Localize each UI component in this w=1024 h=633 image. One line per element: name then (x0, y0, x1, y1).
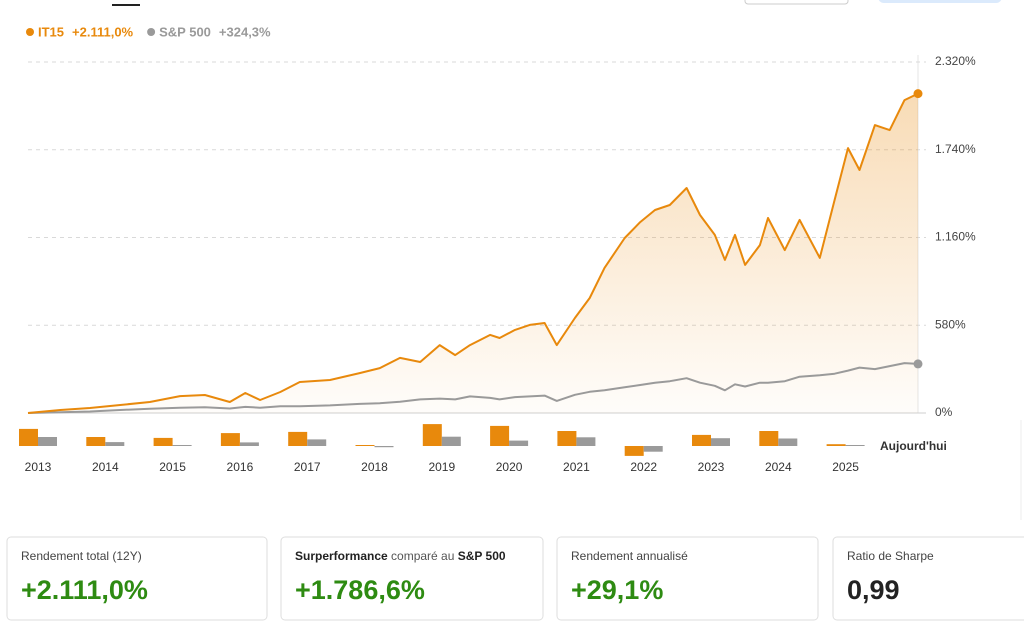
card-label: Rendement annualisé (571, 549, 688, 563)
x-tick-label: 2023 (698, 460, 725, 474)
x-tick-label: 2021 (563, 460, 590, 474)
bar (826, 444, 846, 446)
metric-cards: Rendement total (12Y) +2.111,0% Surperform… (6, 536, 1024, 621)
bar (86, 437, 106, 446)
bar (778, 438, 798, 446)
legend-value: +2.111,0% (72, 24, 134, 39)
card-label-part: comparé au (388, 549, 458, 563)
bar (38, 437, 57, 446)
bar (557, 431, 577, 446)
y-tick-label: 1.160% (935, 230, 976, 244)
bar (509, 440, 529, 446)
x-tick-label: 2022 (630, 460, 657, 474)
x-tick-label: 2018 (361, 460, 388, 474)
card-label: Surperformance comparé au S&P 500 (295, 549, 506, 563)
x-tick-label: 2016 (227, 460, 254, 474)
bar (759, 431, 779, 446)
x-tick-label: 2019 (428, 460, 455, 474)
x-tick-label: 2017 (294, 460, 321, 474)
y-tick-label: 0% (935, 405, 953, 419)
card-value: +1.786,6% (295, 575, 425, 605)
card-label: Rendement total (12Y) (21, 549, 142, 563)
x-tick-label: 2013 (25, 460, 52, 474)
y-tick-label: 580% (935, 317, 966, 331)
card-value: 0,99 (847, 575, 900, 605)
bar (422, 424, 442, 446)
top-button[interactable] (744, 0, 849, 5)
card-label-part: S&P 500 (458, 549, 506, 563)
bar (643, 446, 663, 452)
line (27, 362, 919, 414)
x-tick-label: 2014 (92, 460, 119, 474)
bar (845, 445, 865, 446)
bar (490, 425, 510, 446)
top-button[interactable] (878, 0, 1002, 3)
bar (441, 436, 461, 446)
card (6, 536, 268, 621)
x-tick-label: 2024 (765, 460, 792, 474)
end-point (913, 359, 923, 369)
y-tick-label: 1.740% (935, 142, 976, 156)
legend-value: +324,3% (219, 24, 271, 39)
legend-label: S&P 500 (159, 24, 211, 39)
y-tick-label: 2.320% (935, 54, 976, 68)
bar (576, 437, 596, 446)
bar (105, 442, 125, 446)
x-tick-label: 2015 (159, 460, 186, 474)
card-value: +29,1% (571, 575, 663, 605)
bar (172, 445, 192, 446)
legend-marker (26, 28, 34, 36)
bar (374, 446, 394, 448)
card-label: Ratio de Sharpe (847, 549, 934, 563)
card (556, 536, 819, 621)
bar (19, 428, 38, 446)
plot: 0% 580% 1.160% 1.740% 2.320% (27, 54, 976, 419)
bar (288, 431, 308, 446)
annual-bars: 2013 2014 2015 2016 2017 2018 2019 2020 2021 2022… (19, 424, 947, 474)
bar (692, 434, 711, 446)
bar (220, 433, 240, 446)
bar (153, 437, 173, 446)
card-value: +2.111,0% (21, 575, 148, 605)
end-point (913, 89, 923, 99)
annotation: Aujourd'hui (880, 439, 947, 453)
bar (624, 446, 644, 456)
area-fill (28, 93, 918, 413)
card (280, 536, 544, 621)
card-label-part: Surperformance (295, 549, 388, 563)
card (832, 536, 1024, 621)
legend-label: IT15 (38, 24, 64, 39)
bar (711, 438, 730, 446)
legend-marker (147, 28, 156, 36)
bar (307, 439, 327, 446)
x-tick-label: 2025 (832, 460, 859, 474)
line (27, 92, 919, 414)
x-tick-label: 2020 (496, 460, 523, 474)
legend: IT15 +2.111,0% S&P 500 +324,3% (26, 24, 271, 39)
bar (355, 445, 375, 446)
bar (239, 442, 259, 446)
